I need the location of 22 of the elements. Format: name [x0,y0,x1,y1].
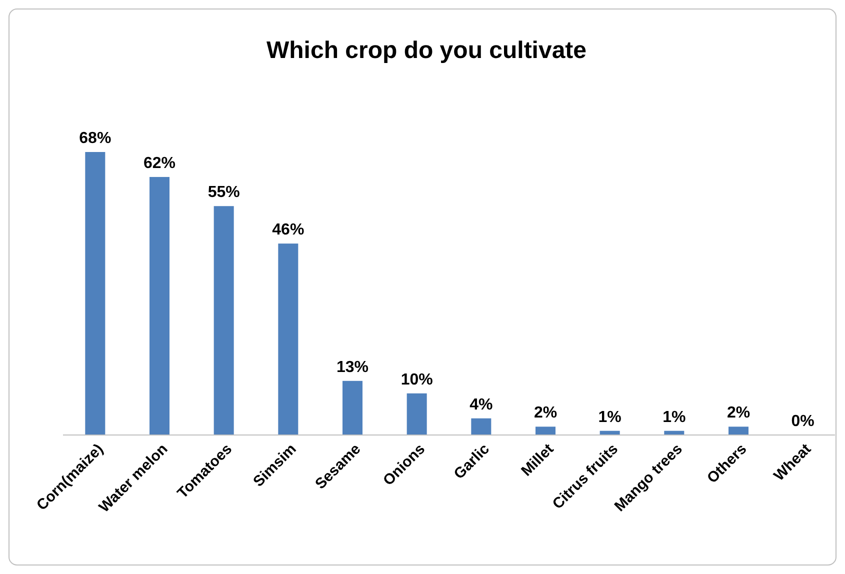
data-label: 2% [534,404,558,422]
bar [536,426,556,435]
bar [278,244,298,435]
data-label: 62% [143,154,176,172]
data-label: 55% [208,184,240,202]
chart-title: Which crop do you cultivate [266,37,587,64]
bar [85,152,106,435]
data-label: 13% [336,358,369,376]
bar [406,393,427,435]
bar [342,380,362,435]
data-label: 2% [726,404,750,422]
data-label: 10% [400,371,433,388]
data-label: 1% [598,408,622,426]
bar [150,176,170,435]
data-label: 0% [791,413,814,430]
data-label: 46% [272,222,304,239]
data-label: 1% [662,408,686,426]
bar [728,426,748,435]
bar [471,418,492,435]
data-label: 68% [79,130,112,147]
data-label: 4% [470,396,493,414]
bar [214,206,234,435]
